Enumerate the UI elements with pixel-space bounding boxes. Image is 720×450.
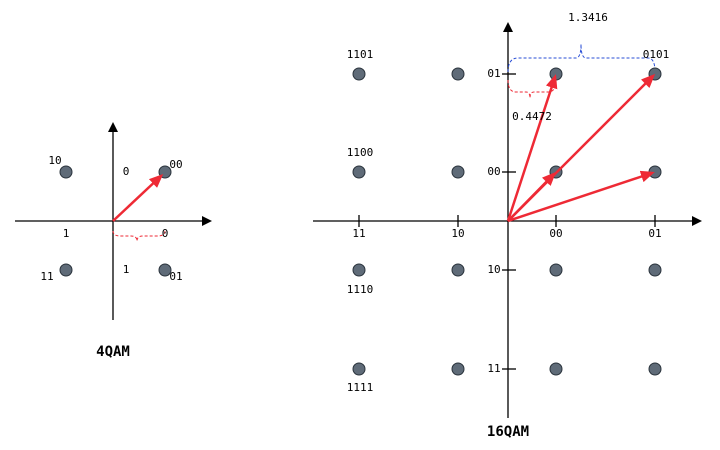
distance-brace (112, 230, 166, 242)
distance-brace-long (507, 43, 656, 73)
vector (507, 170, 655, 223)
vector (506, 74, 558, 222)
y-axis-label: 00 (487, 165, 500, 178)
point-label: 00 (169, 158, 182, 171)
x-axis-label: 10 (451, 227, 464, 240)
point-label: 11 (40, 270, 53, 283)
constellation-points (352, 67, 662, 376)
qam4-diagram: 10 00 11 01 0 1 0 1 4QAM (15, 122, 212, 360)
y-axis-label: 01 (487, 67, 500, 80)
y-axis-label: 10 (487, 263, 500, 276)
x-axis-label: 01 (648, 227, 661, 240)
diagram-title: 4QAM (96, 344, 130, 360)
axis-ticks (358, 73, 656, 370)
axis-label: 0 (123, 165, 130, 178)
point-label: 01 (169, 270, 182, 283)
qam16-diagram: 11 10 00 01 01 00 10 11 1101 1100 1110 1… (313, 11, 702, 440)
constellation-point (59, 263, 73, 277)
axis-label: 1 (63, 227, 70, 240)
x-axis-label: 11 (352, 227, 365, 240)
distance-label: 0.4472 (512, 110, 552, 123)
point-label: 1101 (347, 48, 374, 61)
y-axis-label: 11 (487, 362, 500, 375)
vector (112, 173, 164, 222)
diagram-title: 16QAM (487, 424, 529, 440)
constellation-point (158, 263, 172, 277)
vector (507, 171, 557, 222)
x-axis-label: 00 (549, 227, 562, 240)
distance-label: 1.3416 (568, 11, 608, 24)
point-label: 0101 (643, 48, 670, 61)
point-label: 1110 (347, 283, 374, 296)
axis-label: 0 (162, 227, 169, 240)
point-label: 1111 (347, 381, 374, 394)
axis-label: 1 (123, 263, 130, 276)
point-label: 1100 (347, 146, 374, 159)
point-label: 10 (48, 154, 61, 167)
distance-brace-short (507, 79, 557, 99)
constellation-point (59, 165, 73, 179)
